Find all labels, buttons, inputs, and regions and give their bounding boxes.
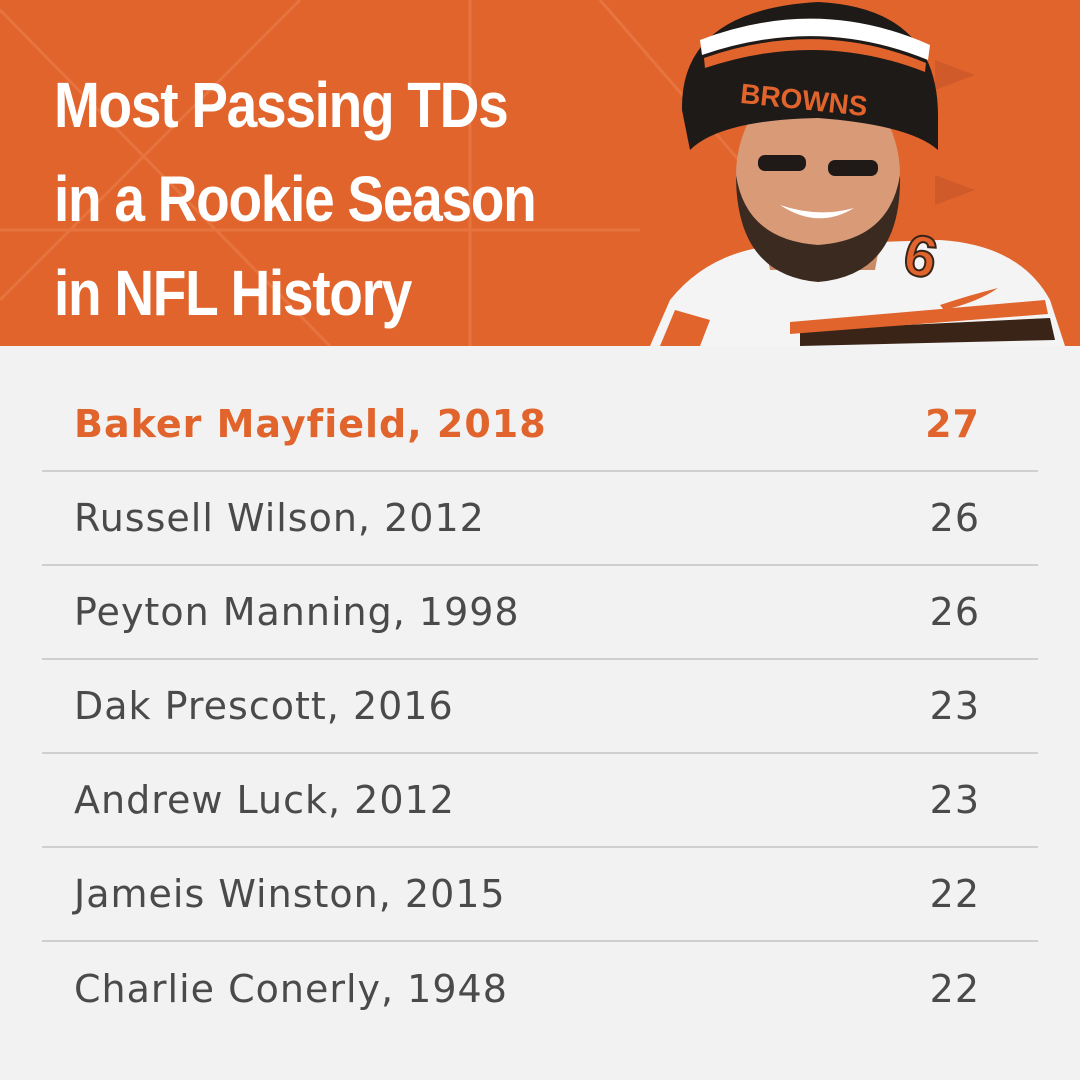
player-photo: 6 BROWNS [650, 2, 1065, 346]
eye-black-right [828, 160, 878, 176]
player-season-label: Jameis Winston, 2015 [74, 872, 506, 916]
player-season-label: Russell Wilson, 2012 [74, 496, 485, 540]
beard-shape [736, 175, 901, 282]
header-banner: Most Passing TDs in a Rookie Season in N… [0, 0, 1080, 346]
passing-tds-value: 23 [929, 778, 980, 822]
table-row: Andrew Luck, 2012 23 [42, 754, 1038, 848]
jersey-stripe-left [660, 310, 710, 346]
table-row: Dak Prescott, 2016 23 [42, 660, 1038, 754]
passing-tds-value: 26 [929, 590, 980, 634]
jersey-stripe-brown [800, 318, 1055, 346]
title-line-1: Most Passing TDs [54, 69, 509, 141]
beanie-stripe-white [700, 18, 930, 60]
player-season-label: Baker Mayfield, 2018 [74, 402, 547, 446]
beanie-stripe-orange [704, 39, 926, 72]
table-row: Charlie Conerly, 1948 22 [42, 942, 1038, 1036]
title-line-2: in a Rookie Season [54, 163, 537, 235]
table-row: Jameis Winston, 2015 22 [42, 848, 1038, 942]
jersey-logo-swoosh [940, 288, 998, 310]
table-row: Baker Mayfield, 2018 27 [42, 378, 1038, 472]
passing-tds-value: 27 [925, 402, 980, 446]
title-line-3: in NFL History [54, 257, 412, 329]
rankings-table: Baker Mayfield, 2018 27 Russell Wilson, 20… [42, 378, 1038, 1036]
jersey-stripe-orange [790, 300, 1048, 334]
passing-tds-value: 22 [929, 872, 980, 916]
table-row: Russell Wilson, 2012 26 [42, 472, 1038, 566]
player-season-label: Peyton Manning, 1998 [74, 590, 520, 634]
player-season-label: Charlie Conerly, 1948 [74, 967, 508, 1011]
passing-tds-value: 23 [929, 684, 980, 728]
player-season-label: Andrew Luck, 2012 [74, 778, 455, 822]
passing-tds-value: 26 [929, 496, 980, 540]
table-row: Peyton Manning, 1998 26 [42, 566, 1038, 660]
passing-tds-value: 22 [929, 967, 980, 1011]
eye-black-left [758, 155, 806, 171]
smile-shape [780, 205, 854, 219]
page-title: Most Passing TDs in a Rookie Season in N… [54, 58, 673, 340]
player-season-label: Dak Prescott, 2016 [74, 684, 454, 728]
face-shape [736, 75, 900, 275]
